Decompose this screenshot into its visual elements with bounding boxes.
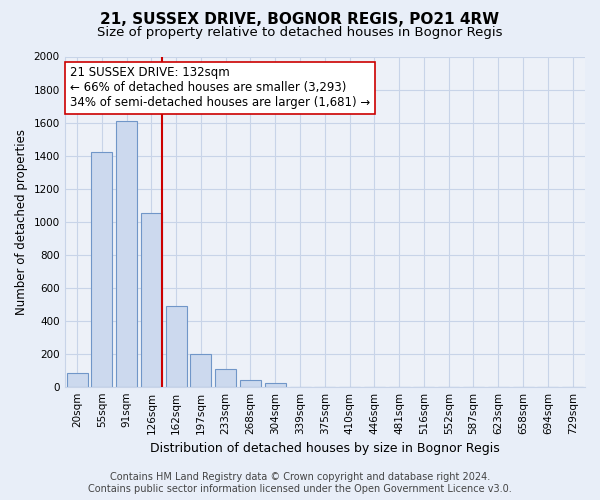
Bar xyxy=(67,372,88,386)
Text: 21, SUSSEX DRIVE, BOGNOR REGIS, PO21 4RW: 21, SUSSEX DRIVE, BOGNOR REGIS, PO21 4RW xyxy=(100,12,500,28)
X-axis label: Distribution of detached houses by size in Bognor Regis: Distribution of detached houses by size … xyxy=(150,442,500,455)
Bar xyxy=(166,306,187,386)
Bar xyxy=(215,368,236,386)
Text: Contains HM Land Registry data © Crown copyright and database right 2024.
Contai: Contains HM Land Registry data © Crown c… xyxy=(88,472,512,494)
Bar xyxy=(91,152,112,386)
Y-axis label: Number of detached properties: Number of detached properties xyxy=(15,128,28,314)
Bar xyxy=(116,121,137,386)
Bar xyxy=(265,384,286,386)
Bar xyxy=(141,214,162,386)
Bar xyxy=(190,354,211,386)
Text: 21 SUSSEX DRIVE: 132sqm
← 66% of detached houses are smaller (3,293)
34% of semi: 21 SUSSEX DRIVE: 132sqm ← 66% of detache… xyxy=(70,66,370,110)
Bar xyxy=(240,380,261,386)
Text: Size of property relative to detached houses in Bognor Regis: Size of property relative to detached ho… xyxy=(97,26,503,39)
